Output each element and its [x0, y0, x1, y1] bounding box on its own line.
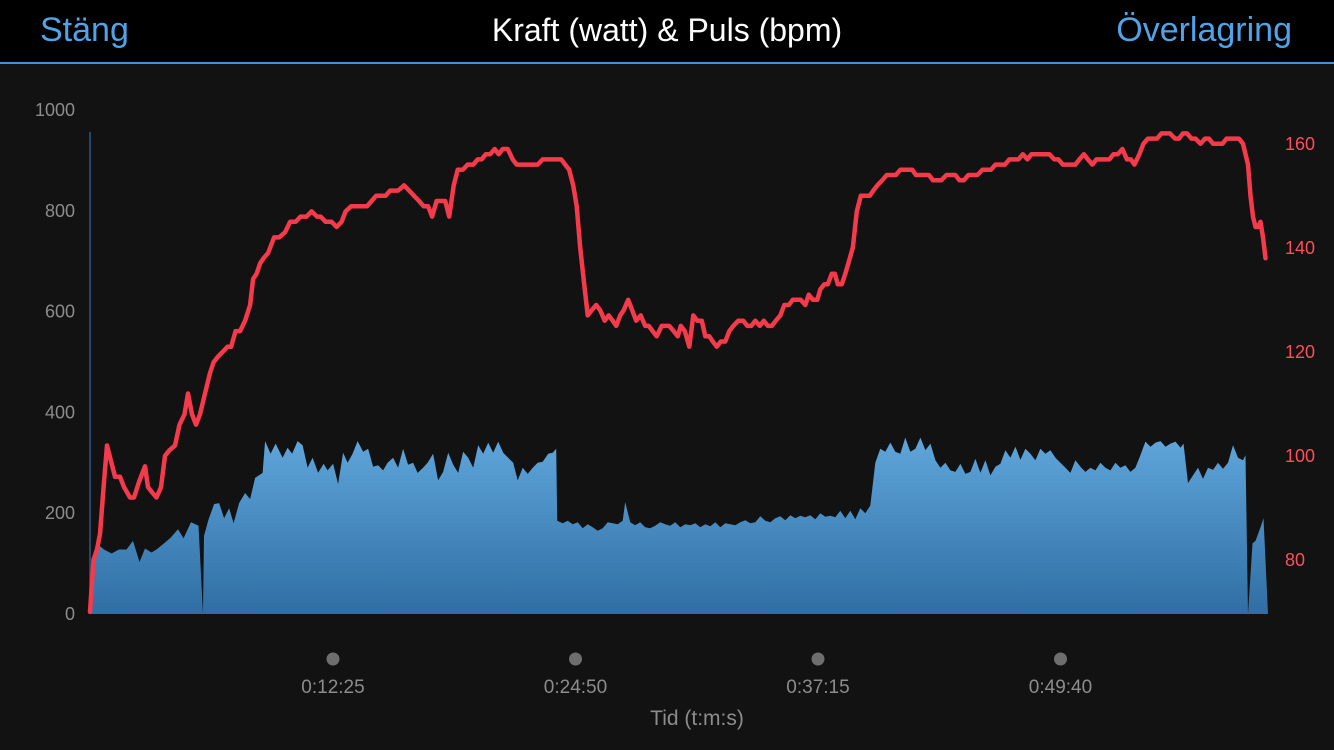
y-right-tick-label: 120	[1285, 342, 1315, 362]
x-tick-marker	[811, 652, 825, 666]
chart-container: 0 200 400 600 800 1000 80 100 120 140 160 0:12:25…	[0, 66, 1334, 750]
y-right-tick-label: 80	[1285, 550, 1305, 570]
y-left-tick-label: 600	[45, 302, 75, 322]
x-tick-label: 0:12:25	[301, 677, 364, 698]
x-tick-label: 0:49:40	[1029, 677, 1092, 698]
y-left-tick-label: 200	[45, 503, 75, 523]
close-button[interactable]: Stäng	[40, 8, 129, 52]
y-axis-left-ticks: 0 200 400 600 800 1000	[35, 100, 75, 624]
overlay-button[interactable]: Överlagring	[1116, 8, 1292, 52]
heart-rate-line-series	[87, 131, 1268, 615]
x-tick-marker	[326, 652, 340, 666]
x-tick-marker	[1054, 652, 1067, 666]
y-left-tick-label: 400	[45, 402, 75, 422]
y-left-tick-label: 0	[65, 604, 75, 624]
x-axis-ticks: 0:12:25 0:24:50 0:37:15 0:49:40	[301, 652, 1092, 698]
y-right-tick-label: 100	[1285, 446, 1315, 466]
y-left-tick-label: 800	[45, 201, 75, 221]
x-tick-label: 0:37:15	[786, 677, 849, 698]
power-heart-rate-chart: 0 200 400 600 800 1000 80 100 120 140 160 0:12:25…	[35, 100, 1315, 730]
power-area-series	[90, 437, 1268, 614]
y-right-tick-label: 160	[1285, 134, 1315, 154]
y-right-tick-label: 140	[1285, 238, 1315, 258]
x-tick-marker	[569, 652, 582, 666]
y-left-tick-label: 1000	[35, 100, 75, 120]
top-bar: Stäng Kraft (watt) & Puls (bpm) Överlagr…	[0, 0, 1334, 64]
x-tick-label: 0:24:50	[544, 677, 607, 698]
y-axis-right-ticks: 80 100 120 140 160	[1285, 134, 1315, 570]
x-axis-label: Tid (t:m:s)	[650, 707, 744, 730]
